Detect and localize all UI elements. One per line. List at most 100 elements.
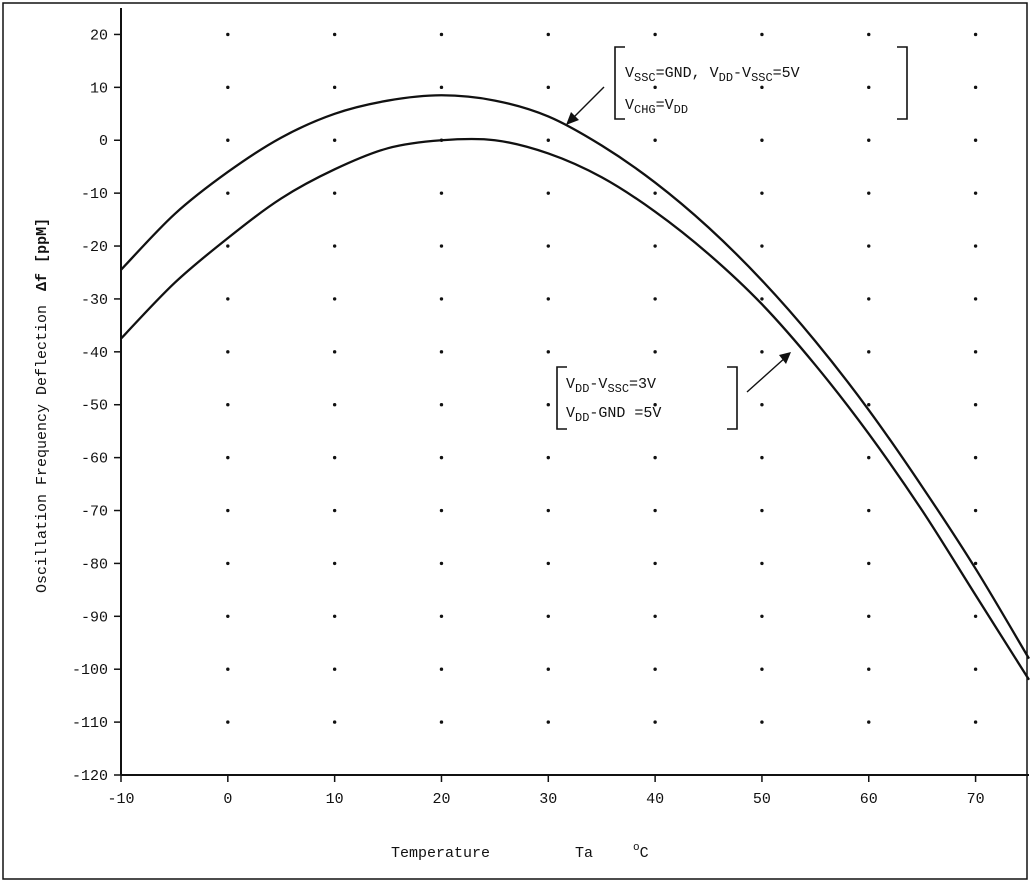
series-line-1 (120, 94, 1030, 660)
grid-dot (226, 350, 230, 354)
x-tick-label: 40 (646, 791, 664, 808)
annotation-2-arrow-line (746, 356, 787, 393)
grid-dot (653, 720, 657, 724)
grid-dot (653, 85, 657, 90)
grid-dot (867, 191, 871, 195)
grid-dot (546, 350, 550, 354)
grid-dot (867, 455, 871, 460)
grid-dot (546, 138, 550, 142)
grid-dot (439, 85, 444, 90)
grid-dot (439, 403, 444, 407)
y-tick-label: -120 (72, 768, 108, 785)
y-tick-label: -40 (81, 345, 108, 362)
grid-dot (760, 32, 764, 37)
grid-dot (653, 403, 657, 407)
grid-dot (973, 614, 978, 619)
annotation-2-line-1: VDD-VSSC=3V (566, 376, 656, 396)
grid-dot (867, 561, 871, 566)
x-tick-label: 50 (753, 791, 771, 808)
grid-dot (332, 508, 337, 513)
grid-dot (867, 297, 871, 301)
grid-dot (546, 455, 550, 460)
annotation-upper-curve: VSSC=GND, VDD-VSSC=5V VCHG=VDD (566, 46, 908, 125)
grid-dot (867, 244, 871, 248)
grid-dot (226, 561, 230, 566)
grid-dot (867, 614, 871, 619)
grid-dot (867, 138, 871, 142)
grid-dot (546, 667, 550, 671)
grid-dot (867, 508, 871, 513)
x-tick-label: 30 (539, 791, 557, 808)
grid-dot (332, 85, 337, 90)
grid-dot (546, 191, 550, 195)
grid-dot (439, 191, 444, 195)
grid-dot (546, 720, 550, 724)
grid-dot (653, 32, 657, 37)
grid-dot (332, 244, 337, 248)
grid-dot (439, 32, 444, 37)
y-tick-label: -90 (81, 609, 108, 626)
annotation-1-line-2: VCHG=VDD (625, 97, 688, 117)
grid-dot (226, 138, 230, 142)
series-line-2 (120, 137, 1030, 681)
annotation-1-arrow-head (566, 112, 579, 125)
grid-dot (973, 244, 978, 248)
grid-dot (439, 297, 444, 301)
grid-dot (332, 32, 337, 37)
y-tick-label: 20 (90, 27, 108, 44)
grid-dot (760, 244, 764, 248)
grid-dot (439, 667, 444, 671)
x-axis-unit: oC (633, 842, 649, 862)
grid-dot (653, 244, 657, 248)
annotation-2-bracket-right (727, 366, 738, 430)
grid-dot (546, 561, 550, 566)
grid-dot (439, 508, 444, 513)
grid-dot (653, 561, 657, 566)
grid-dot (439, 614, 444, 619)
grid-dot (867, 32, 871, 37)
x-tick-labels: -10 0 10 20 30 40 50 60 70 (107, 775, 985, 808)
grid-dot (439, 455, 444, 460)
y-tick-label: -80 (81, 556, 108, 573)
grid-dot (973, 667, 978, 671)
y-tick-label: -70 (81, 504, 108, 521)
grid-dot (760, 455, 764, 460)
grid-dot (226, 32, 230, 37)
y-tick-label: -60 (81, 451, 108, 468)
y-tick-label: -30 (81, 292, 108, 309)
grid-dot (760, 508, 764, 513)
grid-dot (439, 720, 444, 724)
grid-dot (760, 191, 764, 195)
y-axis-unit: [ppM] (34, 218, 51, 263)
y-axis-symbol: Δf (34, 273, 51, 291)
grid-dot (973, 32, 978, 37)
annotation-2-line-2: VDD-GND =5V (566, 405, 661, 425)
grid-dot (439, 561, 444, 566)
axes (120, 8, 1029, 776)
grid-dot (226, 403, 230, 407)
annotation-1-arrow-line (570, 86, 605, 121)
y-tick-label: -110 (72, 715, 108, 732)
grid-dot (226, 85, 230, 90)
grid-dot (653, 614, 657, 619)
grid-dot (332, 561, 337, 566)
annotation-1-bracket-right (897, 46, 908, 120)
grid-dot (760, 297, 764, 301)
y-tick-label: -100 (72, 662, 108, 679)
y-tick-label: -20 (81, 239, 108, 256)
grid-dot (760, 720, 764, 724)
grid-dot (546, 32, 550, 37)
grid-dot (973, 191, 978, 195)
grid-dot (867, 720, 871, 724)
y-axis-title-group: Oscillation Frequency Deflection Δf [ppM] (34, 218, 51, 593)
y-tick-label: -50 (81, 398, 108, 415)
x-tick-label: 20 (432, 791, 450, 808)
grid-dot (973, 403, 978, 407)
grid-dot (653, 667, 657, 671)
grid-dot (226, 191, 230, 195)
grid-dot (226, 297, 230, 301)
grid-dot (546, 508, 550, 513)
y-tick-labels: 20 10 0 -10 -20 -30 -40 -50 -60 -70 -80 -90 -100 -110… (72, 27, 121, 785)
grid-dot (973, 297, 978, 301)
grid-dot (973, 720, 978, 724)
